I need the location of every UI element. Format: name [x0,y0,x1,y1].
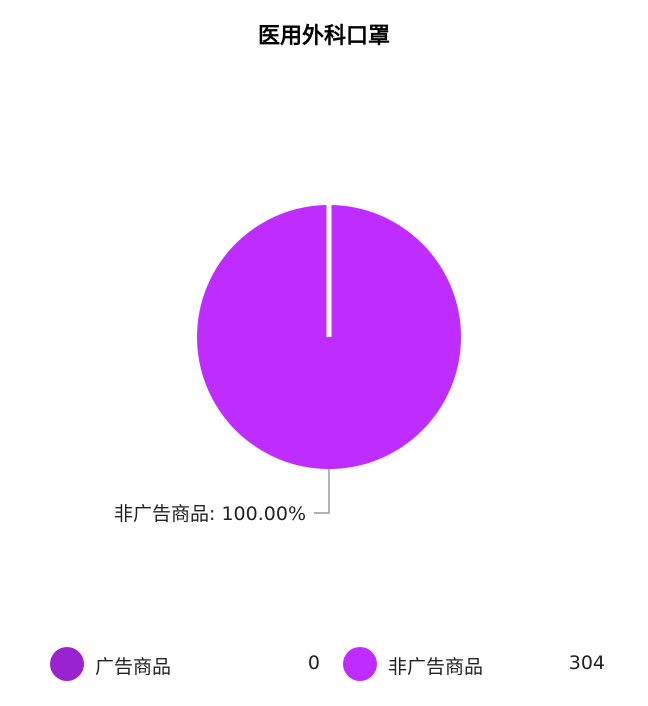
chart-title: 医用外科口罩 [257,24,390,49]
legend-value: 0 [307,652,320,674]
legend-swatch-ad-products [50,647,84,681]
slice-data-label: 非广告商品: 100.00% [114,503,306,525]
legend-item-non-ad-products[interactable]: 非广告商品 304 [343,646,605,682]
legend: 广告商品 0 非广告商品 304 [50,646,620,682]
legend-item-ad-products[interactable]: 广告商品 0 [50,646,320,682]
legend-label: 非广告商品 [388,656,484,678]
legend-label: 广告商品 [95,656,172,678]
legend-swatch-non-ad-products [343,647,377,681]
legend-value: 304 [568,652,605,674]
label-leader-line [314,469,330,514]
